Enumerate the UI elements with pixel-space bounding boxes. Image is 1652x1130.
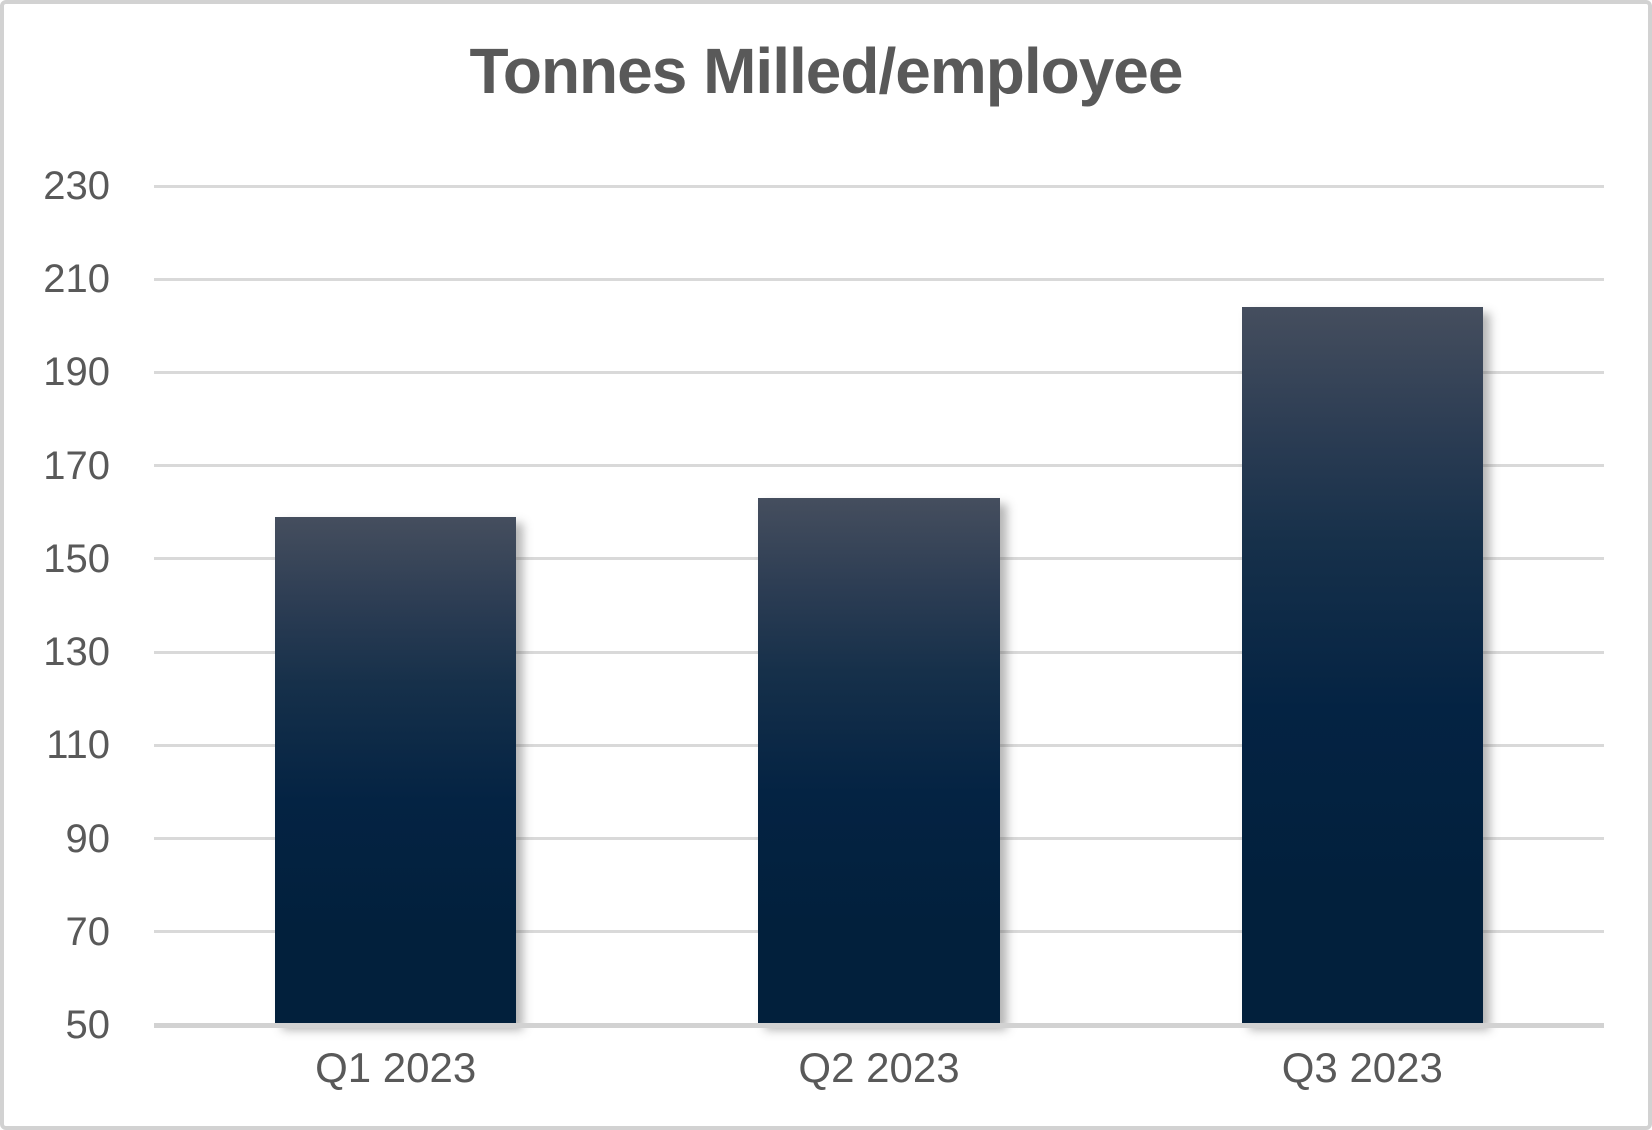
bar-q2-2023 <box>758 498 1000 1024</box>
y-axis-tick-label: 50 <box>65 1003 111 1047</box>
y-axis-tick-label: 150 <box>43 536 110 581</box>
x-axis-label: Q3 2023 <box>1281 1044 1443 1091</box>
y-axis-tick-label: 90 <box>65 816 111 861</box>
x-axis-line <box>154 1023 1604 1028</box>
y-axis-tick-label: 210 <box>43 257 110 302</box>
gridline <box>154 184 1604 188</box>
y-axis-tick-label: 110 <box>46 723 110 768</box>
x-axis-label: Q2 2023 <box>798 1044 960 1091</box>
y-axis-tick-label: 170 <box>43 443 110 488</box>
bar-q1-2023 <box>274 516 517 1024</box>
gridline <box>154 370 1604 374</box>
y-axis-tick-label: 190 <box>43 350 110 395</box>
y-axis-tick-label: 130 <box>43 630 110 675</box>
gridline <box>154 464 1604 468</box>
y-axis-tick-label: 230 <box>43 164 110 208</box>
bar-q3-2023 <box>1241 307 1484 1024</box>
chart-title: Tonnes Milled/employee <box>469 35 1184 107</box>
x-axis-label: Q1 2023 <box>315 1044 477 1091</box>
y-axis-tick-label: 70 <box>65 909 111 954</box>
gridline <box>154 277 1604 281</box>
